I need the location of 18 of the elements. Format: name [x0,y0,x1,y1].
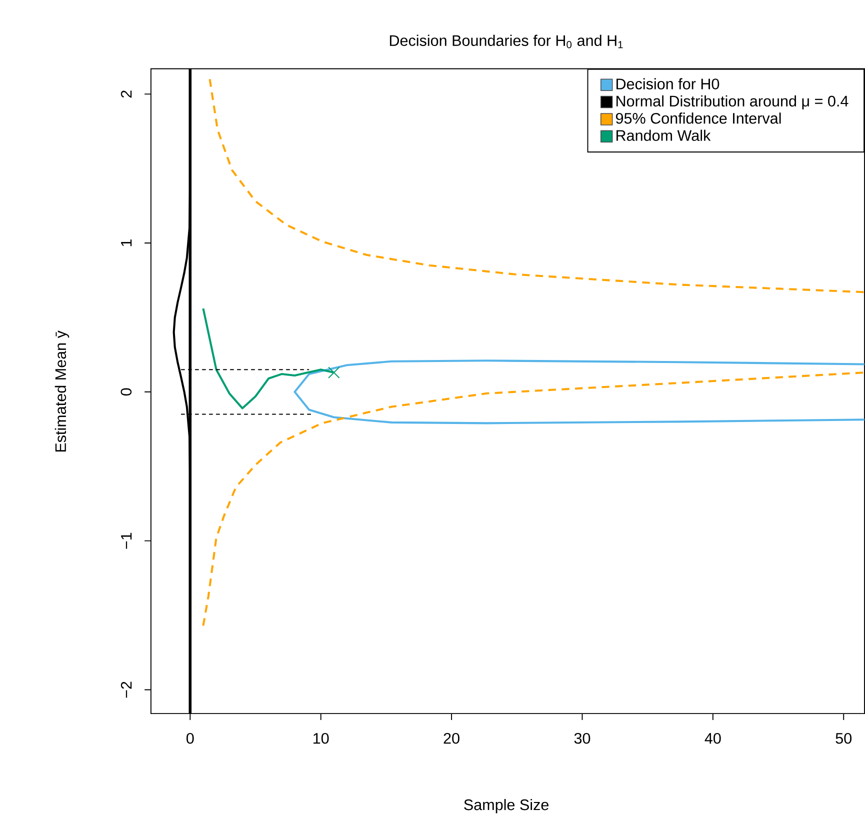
legend-label: Decision for H0 [616,78,720,90]
y-tick-label: 0 [120,388,132,396]
x-tick-label: 30 [574,733,590,744]
x-tick-label: 0 [186,733,194,744]
y-tick-label: 1 [121,240,132,246]
x-tick-label: 20 [444,733,460,744]
y-tick-label: −1 [121,533,132,550]
x-tick-label: 10 [314,733,329,744]
legend-label: Normal Distribution around μ = 0.4 [616,96,848,110]
x-axis-title: Sample Size [464,799,548,814]
y-axis-title: Estimated Mean ȳ [54,330,70,452]
chart-title: Decision Boundaries for H$_{0}$ and H$_{1}$ [390,34,623,48]
y-tick-label: −2 [120,682,132,698]
x-tick-label: 40 [704,733,721,744]
y-tick-label: 2 [120,90,132,98]
legend-label: 95% Confidence Interval [616,112,781,124]
x-tick-label: 50 [836,733,852,744]
legend-label: Random Walk [616,130,711,142]
